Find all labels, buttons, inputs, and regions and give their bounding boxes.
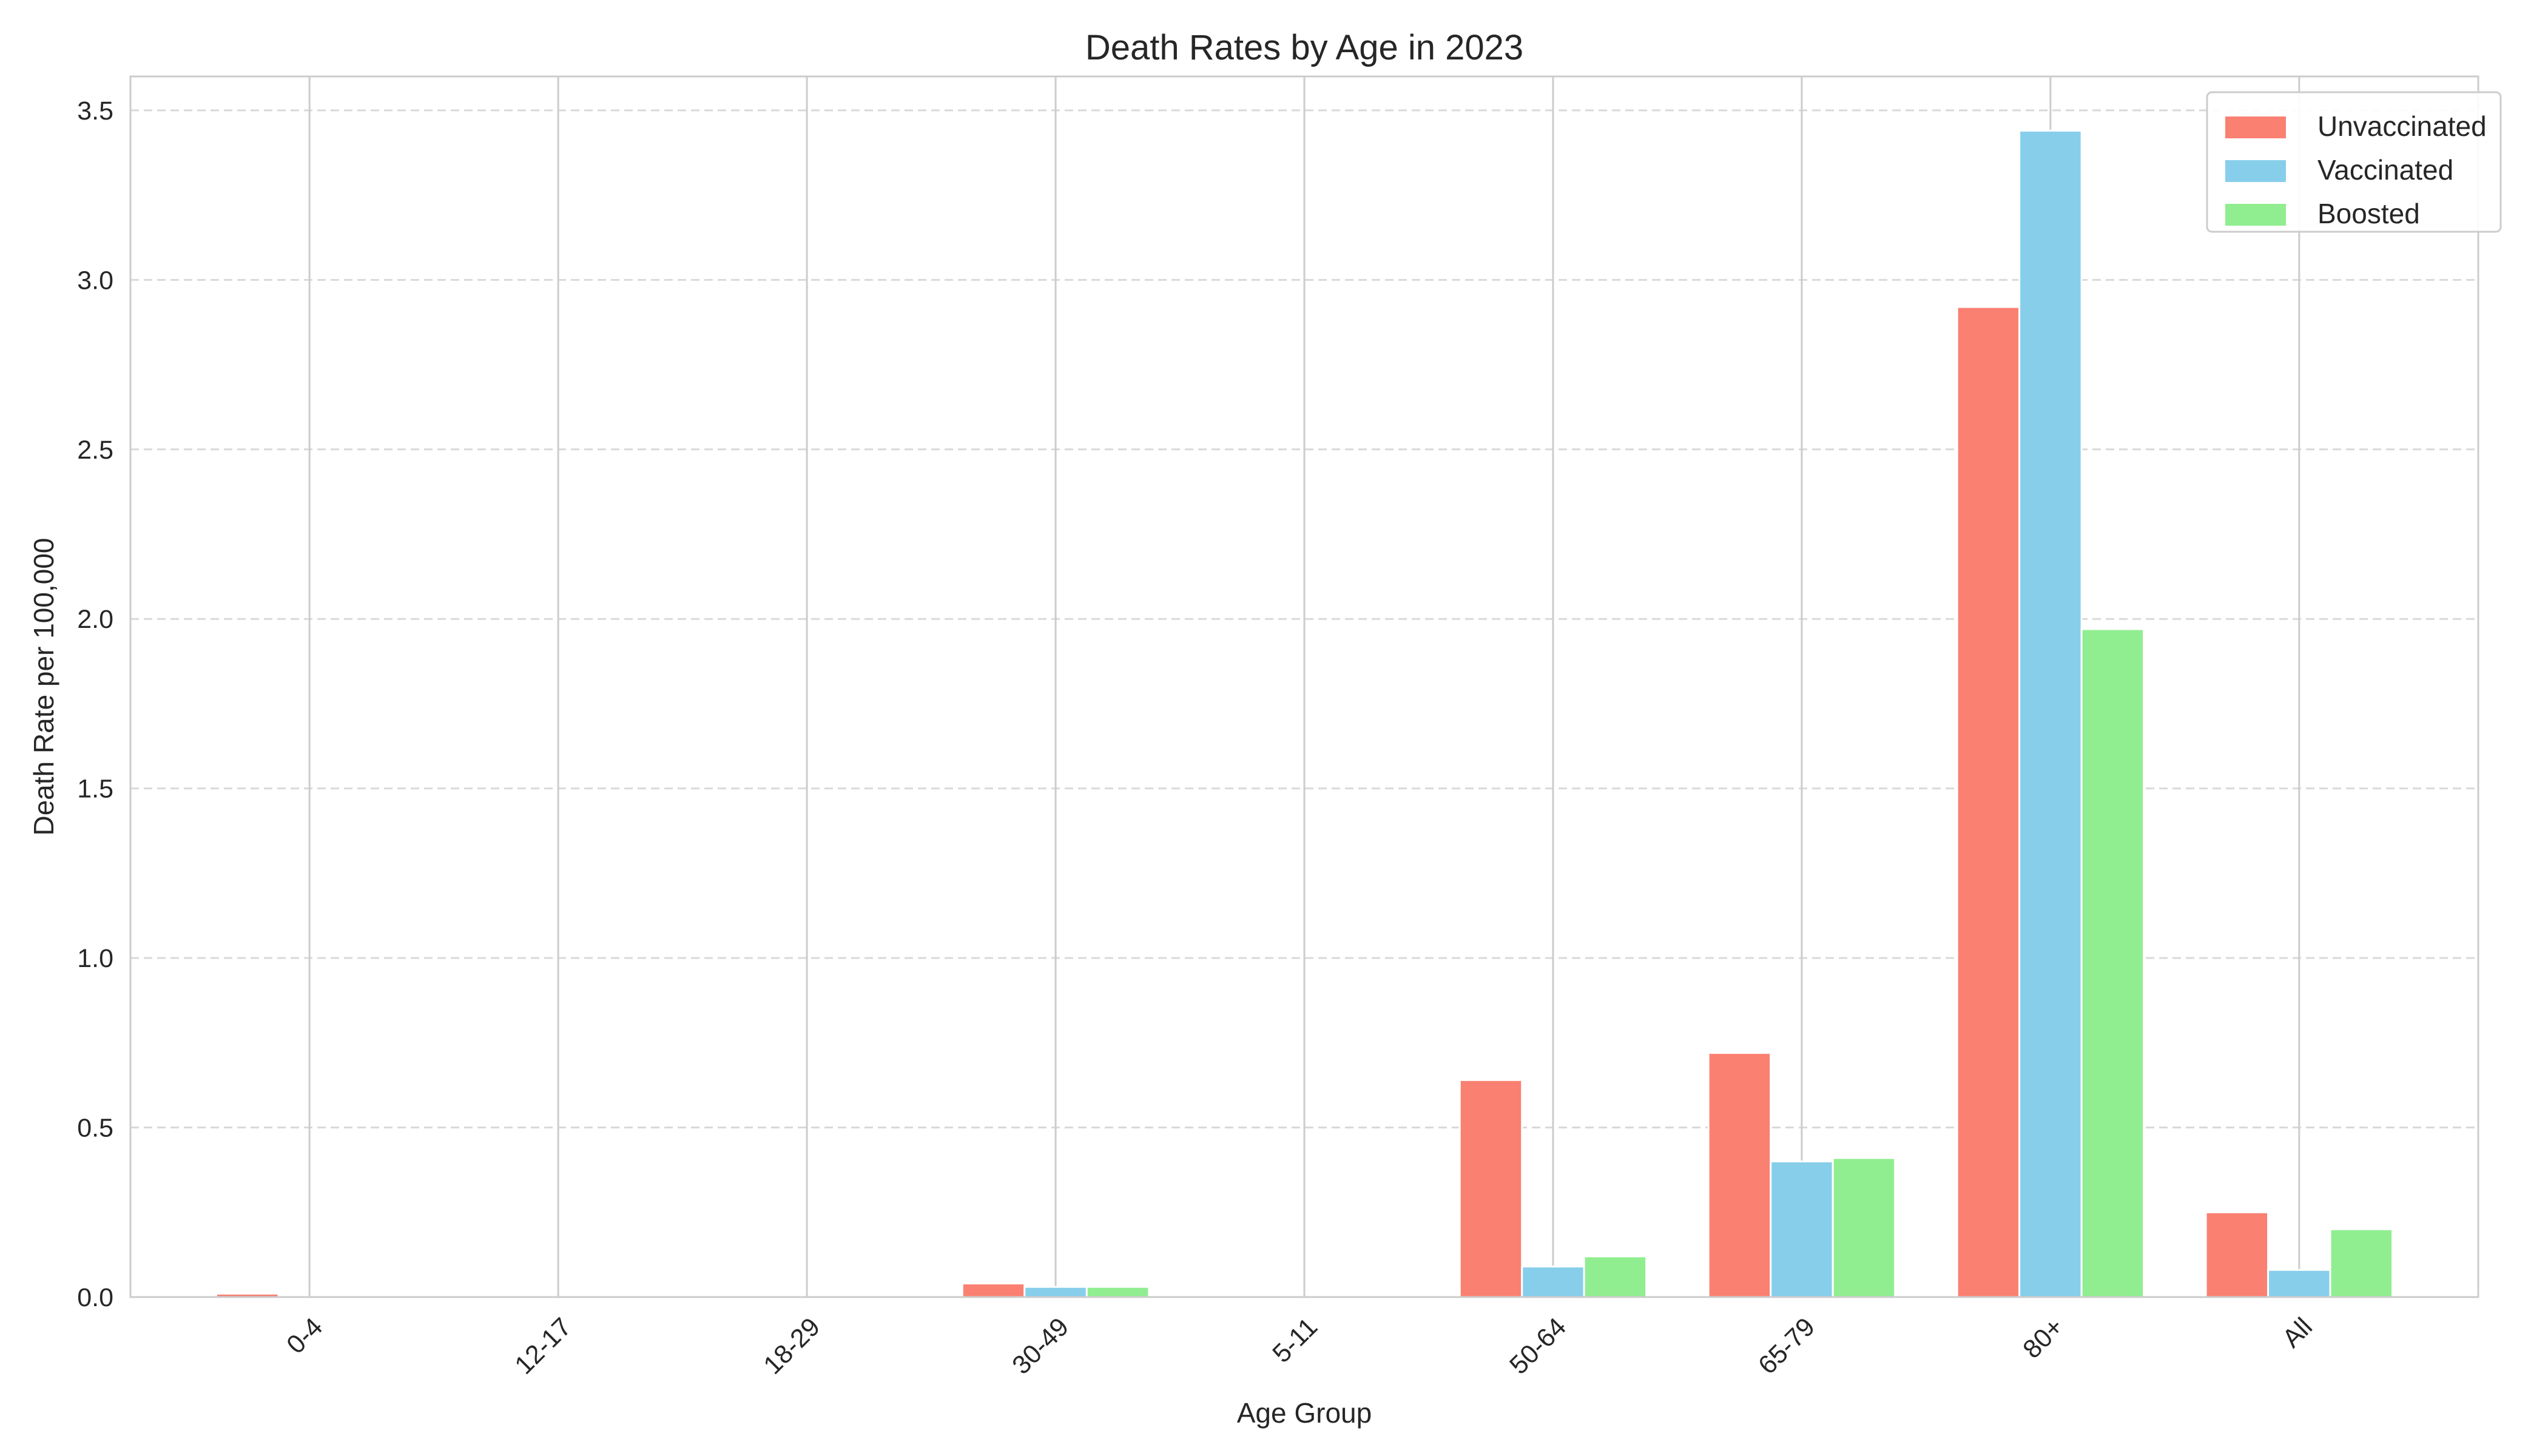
bar-vaccinated-80+ — [2018, 129, 2083, 1298]
x-tick-label: 65-79 — [1753, 1312, 1821, 1380]
x-axis-label: Age Group — [1237, 1397, 1372, 1429]
bar-vaccinated-50-64 — [1521, 1266, 1585, 1298]
y-tick-label: 1.5 — [77, 775, 113, 804]
legend-items: Unvaccinated Vaccinated Boosted — [2225, 110, 2487, 229]
x-tick-label: 12-17 — [509, 1312, 577, 1380]
legend-label: Vaccinated — [2317, 154, 2453, 186]
bar-unvaccinated-80+ — [1956, 306, 2021, 1298]
x-tick-label: 5-11 — [1267, 1312, 1324, 1369]
x-axis-ticks: 0-4 12-17 18-29 30-49 5-11 50-64 65-79 80+ All — [281, 1312, 2318, 1380]
chart-title: Death Rates by Age in 2023 — [1085, 28, 1523, 67]
x-tick-label: 50-64 — [1504, 1312, 1572, 1380]
bar-unvaccinated-65-79 — [1707, 1052, 1772, 1298]
bar-boosted-50-64 — [1583, 1255, 1648, 1298]
bar-vaccinated-all — [2267, 1269, 2331, 1298]
y-tick-label: 0.0 — [77, 1283, 113, 1312]
y-tick-label: 2.0 — [77, 605, 113, 634]
legend: Unvaccinated Vaccinated Boosted — [2206, 91, 2502, 233]
y-tick-label: 0.5 — [77, 1114, 113, 1143]
y-tick-label: 2.5 — [77, 436, 113, 465]
legend-swatch — [2225, 116, 2286, 138]
y-tick-label: 1.0 — [77, 944, 113, 973]
x-tick-label: 30-49 — [1006, 1312, 1074, 1380]
y-tick-label: 3.5 — [77, 96, 113, 126]
bar-unvaccinated-50-64 — [1458, 1079, 1523, 1298]
legend-label: Boosted — [2317, 198, 2420, 229]
x-tick-label: 18-29 — [758, 1312, 826, 1380]
legend-swatch — [2225, 204, 2286, 226]
bar-vaccinated-30-49 — [1023, 1286, 1088, 1298]
bar-boosted-80+ — [2080, 628, 2145, 1298]
y-axis-ticks: 0.0 0.5 1.0 1.5 2.0 2.5 3.0 3.5 — [77, 96, 113, 1312]
bars — [215, 129, 2394, 1298]
bar-vaccinated-65-79 — [1770, 1160, 1834, 1298]
bar-boosted-all — [2329, 1228, 2394, 1298]
plot-frame — [129, 75, 2479, 1298]
legend-swatch — [2225, 160, 2286, 182]
x-tick-label: 0-4 — [281, 1312, 328, 1360]
grid-lines — [130, 76, 2478, 1297]
legend-label: Unvaccinated — [2317, 110, 2487, 142]
bar-unvaccinated-30-49 — [961, 1282, 1026, 1298]
bar-unvaccinated-all — [2205, 1211, 2270, 1298]
y-tick-label: 3.0 — [77, 266, 113, 295]
bar-boosted-65-79 — [1832, 1157, 1896, 1298]
x-tick-label: All — [2277, 1312, 2318, 1353]
x-tick-label: 80+ — [2017, 1312, 2069, 1364]
y-axis-label: Death Rate per 100,000 — [28, 538, 59, 835]
bar-boosted-30-49 — [1085, 1286, 1150, 1298]
